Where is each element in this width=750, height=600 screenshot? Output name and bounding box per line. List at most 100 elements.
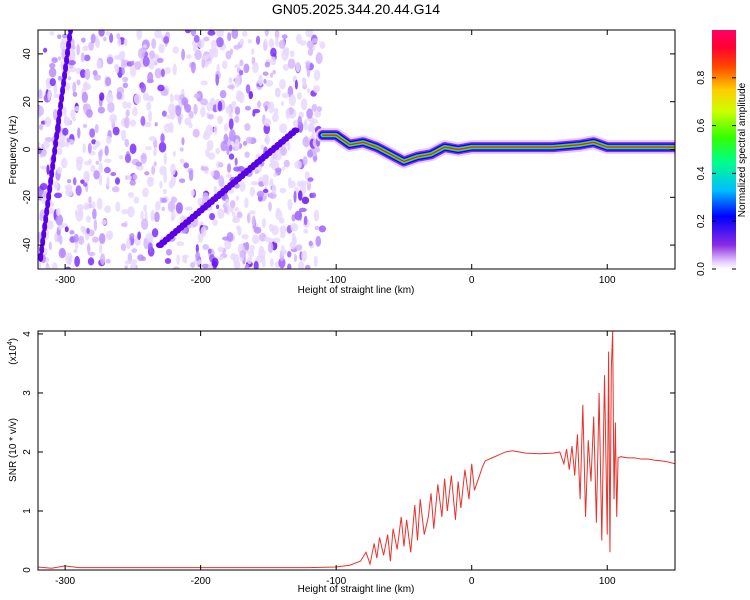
spectrogram-blob <box>270 47 277 58</box>
spectrogram-blob <box>307 177 314 182</box>
spectrogram-edge-band <box>57 108 63 119</box>
spectrogram-blob <box>225 198 229 207</box>
spectrogram-blob <box>221 60 228 70</box>
spectrogram-blob <box>88 158 92 164</box>
spectrogram-blob <box>247 39 252 44</box>
spectrogram-blob <box>207 248 212 254</box>
spectrogram-blob <box>109 33 114 44</box>
spectrogram-blob <box>170 210 176 220</box>
spectrogram-blob <box>215 73 220 86</box>
spectrogram-blob <box>270 56 277 66</box>
spectrogram-blob <box>140 210 144 221</box>
spectrogram-blob <box>201 55 209 61</box>
spectrogram-blob <box>106 56 114 65</box>
spectrogram-blob <box>239 249 247 259</box>
spectrogram-blob <box>117 38 122 47</box>
spectrogram-blob <box>273 237 281 244</box>
spectrogram-blob <box>177 115 182 125</box>
spectrogram-blob <box>234 157 238 166</box>
spectrogram-blob <box>244 197 249 209</box>
spectrogram-blob <box>189 262 196 268</box>
spectrogram-blob <box>211 39 217 50</box>
spectrogram-blob <box>124 260 131 265</box>
spectrogram-blob <box>154 122 158 127</box>
spectrogram-blob <box>179 147 184 152</box>
spectrogram-blob <box>67 76 72 81</box>
spectrogram-blob <box>81 91 89 103</box>
spectrogram-blob <box>86 227 90 235</box>
spectrogram-blob <box>272 112 279 123</box>
spectrogram-blob <box>297 190 303 201</box>
spectrogram-blob <box>313 255 318 267</box>
spectrogram-blob <box>93 170 101 180</box>
spectrogram-blob <box>57 75 63 81</box>
spectrogram-blob <box>147 242 153 253</box>
spectrogram-blob <box>216 204 220 210</box>
spectrogram-blob <box>88 196 92 204</box>
spectrogram-blob <box>164 66 171 75</box>
colorbar-label: Normalized spectral amplitude <box>737 82 748 217</box>
spectrogram-blob <box>309 119 314 131</box>
spectrogram-blob <box>269 258 274 268</box>
spectrogram-blob <box>48 67 57 78</box>
spectrogram-blob <box>132 174 138 181</box>
spectrogram-blob <box>170 163 176 176</box>
spectrogram-blob <box>268 101 275 114</box>
spectrogram-blob <box>83 54 91 62</box>
spectrogram-blob <box>92 70 98 76</box>
spectrogram-blob <box>116 91 123 100</box>
spectrogram-blob <box>271 184 277 195</box>
spectrogram-blob <box>105 258 111 264</box>
spectrogram-blob <box>252 62 259 74</box>
spectrogram-blob <box>293 254 298 262</box>
spectrogram-blob <box>77 208 84 219</box>
spectrogram-blob <box>242 140 248 146</box>
spectrogram-blob <box>190 30 197 37</box>
spectrogram-blob <box>207 113 214 120</box>
snr-x-tick-label: -200 <box>191 576 211 587</box>
spectrogram-blob <box>161 110 167 117</box>
spectrogram-blob <box>61 37 67 50</box>
spectrogram-blob <box>149 50 156 60</box>
spectrogram-blob <box>305 61 310 72</box>
spectrogram-blob <box>197 39 205 49</box>
spectrogram-blob <box>136 30 143 40</box>
spectrogram-blob <box>249 210 256 215</box>
spectrogram-blob <box>234 207 240 212</box>
spectrogram-blob <box>154 30 162 39</box>
spectrogram-blob <box>285 108 290 120</box>
spectrogram-blob <box>179 158 185 164</box>
spectrogram-blob <box>167 200 176 213</box>
spectrogram-y-tick-label: -20 <box>22 190 33 205</box>
spectrogram-blob <box>176 241 185 247</box>
spectrogram-blob <box>311 103 318 112</box>
spectrogram-blob <box>122 82 129 89</box>
spectrogram-blob <box>72 91 78 97</box>
spectrogram-blob <box>115 201 121 212</box>
colorbar-tick-label: 0.8 <box>696 70 707 84</box>
spectrogram-blob <box>70 109 76 120</box>
spectrogram-blob <box>54 180 59 190</box>
spectrogram-blob <box>273 107 279 116</box>
spectrogram-blob <box>203 36 210 42</box>
spectrogram-edge-band <box>59 93 65 104</box>
spectrogram-blob <box>91 236 99 243</box>
spectrogram-blob <box>236 211 243 219</box>
spectrogram-blob <box>38 146 42 155</box>
spectrogram-blob <box>253 260 259 269</box>
spectrogram-blob <box>84 68 91 80</box>
spectrogram-blob <box>121 129 127 142</box>
snr-panel: -300 -200 -100 0 100 0 1 2 3 4 Height of straigh… <box>7 330 676 595</box>
spectrogram-blob <box>96 197 103 210</box>
spectrogram-blob <box>228 111 233 120</box>
snr-y-tick-label: 4 <box>22 331 33 337</box>
spectrogram-blob <box>292 119 300 127</box>
spectrogram-blob <box>172 266 180 269</box>
spectrogram-blob <box>64 226 69 233</box>
spectrogram-blob <box>176 254 180 265</box>
spectrogram-blob <box>255 35 261 45</box>
spectrogram-blob <box>53 83 58 95</box>
spectrogram-blob <box>159 180 163 189</box>
spectrogram-blob <box>56 34 62 40</box>
spectrogram-blob <box>262 71 269 76</box>
